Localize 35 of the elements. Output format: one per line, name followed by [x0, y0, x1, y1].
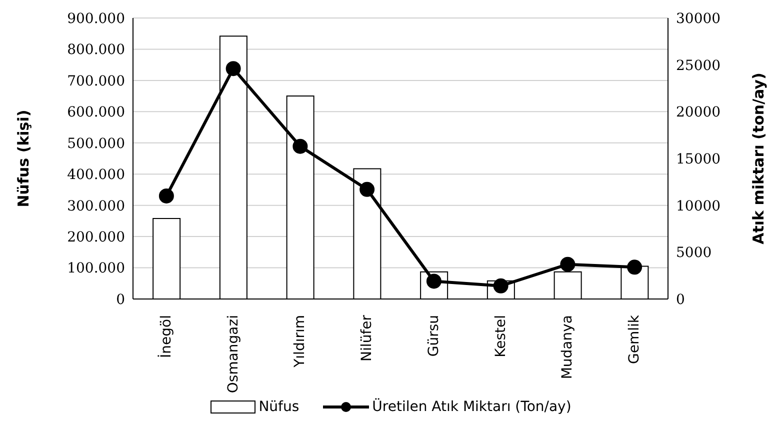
point: [292, 138, 308, 154]
x-tick-label: Osmangazi: [225, 315, 242, 394]
x-tick-label: Nilüfer: [359, 314, 376, 362]
x-tick-label: Kestel: [492, 315, 509, 358]
y-tick-label: 600.000: [67, 104, 125, 121]
point: [627, 260, 642, 275]
y-tick-label: 900.000: [67, 10, 125, 27]
legend-label: Nüfus: [258, 399, 300, 415]
point: [158, 188, 174, 204]
y-tick-label: 800.000: [67, 42, 125, 58]
y2-tick-label: 5000: [676, 245, 712, 262]
y2-tick-label: 25000: [676, 58, 721, 74]
point: [226, 61, 241, 76]
y2-tick-label: 30000: [676, 10, 721, 27]
y2-axis-title: Atık miktarı (ton/ay): [749, 72, 768, 244]
y-tick-label: 200.000: [67, 230, 125, 246]
x-tick-label: İnegöl: [157, 315, 174, 358]
y2-tick-label: 0: [676, 292, 685, 308]
y-tick-label: 0: [116, 292, 125, 308]
y2-tick-label: 15000: [676, 151, 721, 168]
y-tick-label: 300.000: [67, 198, 125, 214]
point: [360, 182, 375, 197]
x-tick-label: Mudanya: [560, 315, 576, 380]
y-tick-label: 400.000: [67, 167, 125, 184]
y2-tick-label: 10000: [676, 198, 721, 214]
x-tick-label: Gürsu: [426, 315, 442, 357]
x-tick-label: Gemlik: [626, 314, 643, 364]
y-tick-label: 500.000: [67, 136, 125, 152]
y-tick-label: 700.000: [67, 73, 125, 90]
y-tick-label: 100.000: [67, 260, 125, 277]
x-tick-label: Yıldırım: [292, 315, 308, 368]
y-axis-title: Nüfus (kişi): [14, 110, 32, 208]
y2-tick-label: 20000: [676, 104, 721, 121]
legend-label: Üretilen Atık Miktarı (Ton/ay): [372, 399, 572, 415]
point: [560, 256, 576, 272]
